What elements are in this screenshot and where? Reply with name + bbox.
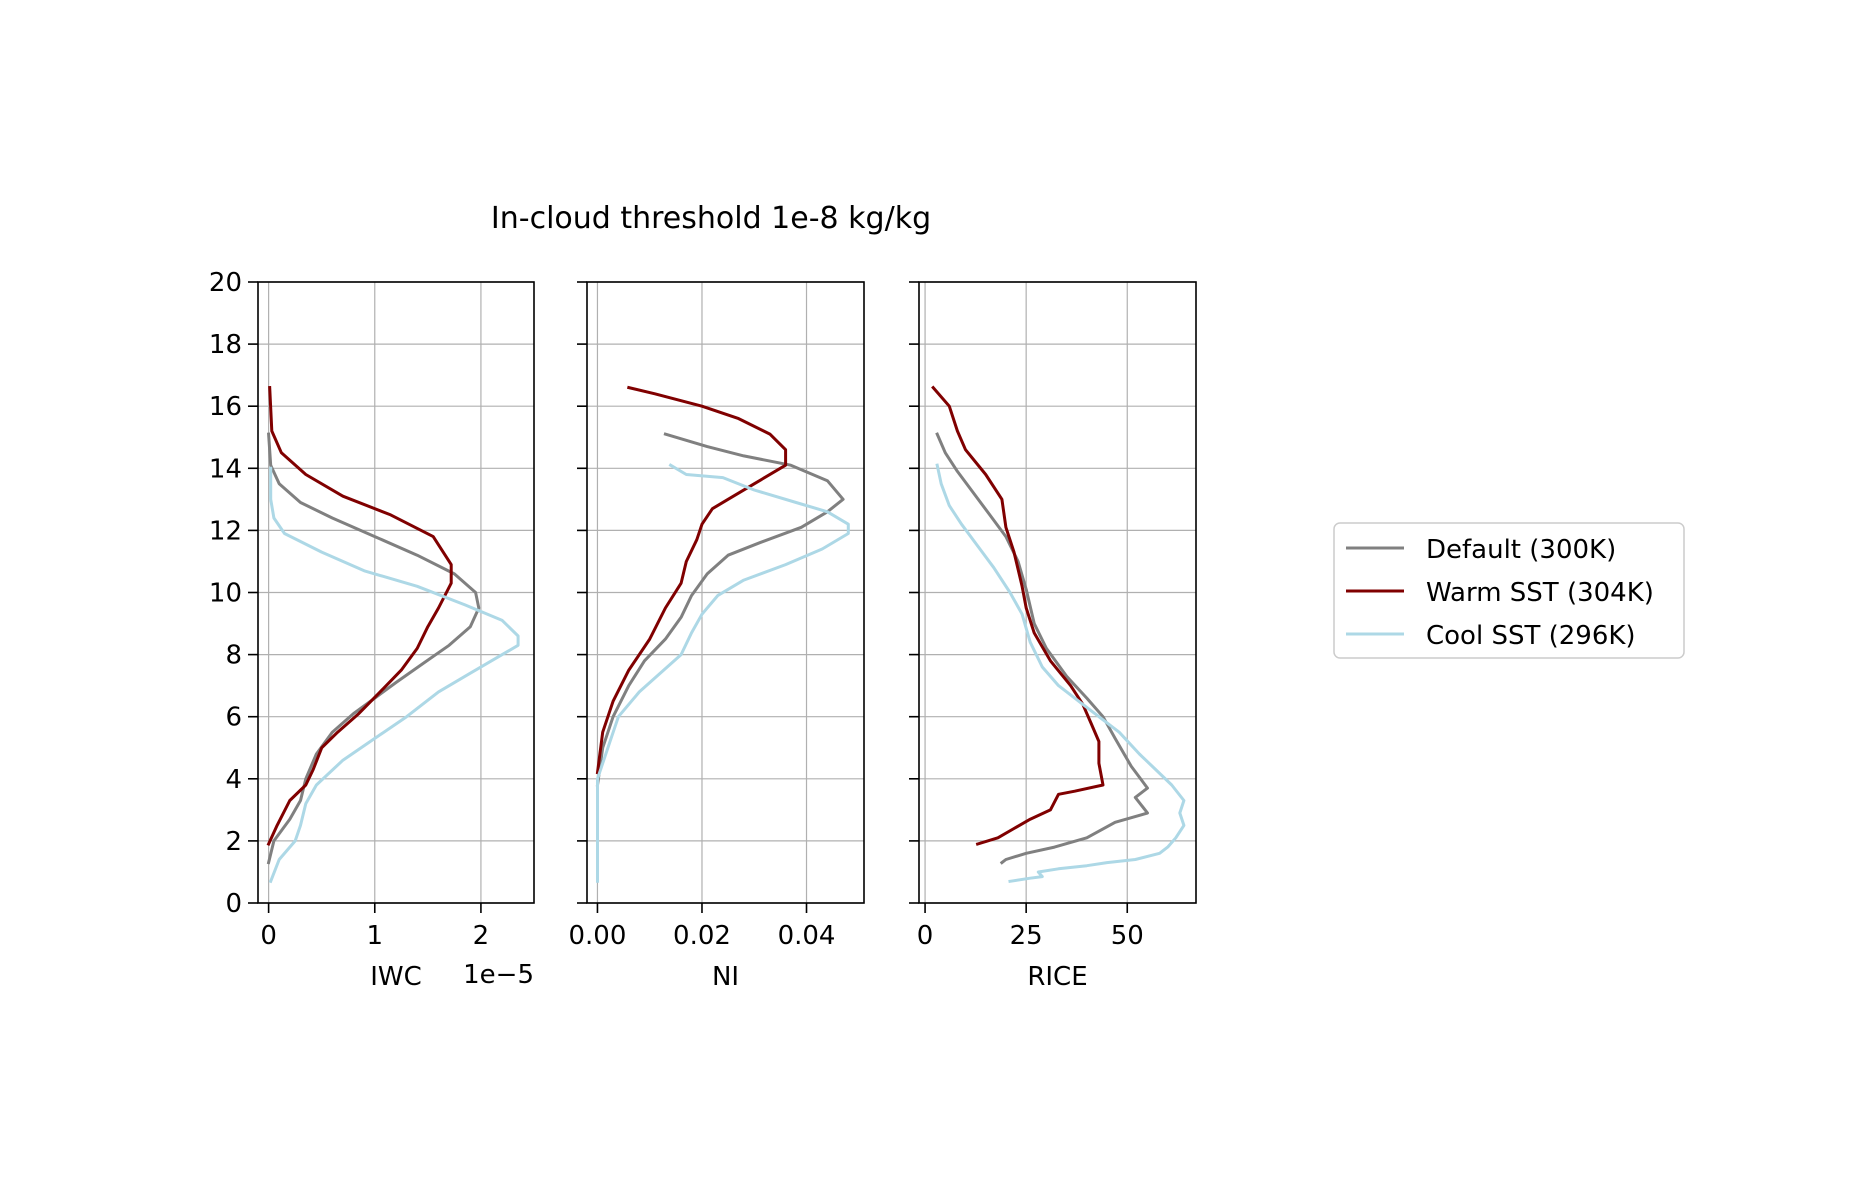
series-line-iwc: [268, 466, 520, 884]
y-tick-label: 0: [225, 889, 242, 919]
subplot-rice: 0 25 50 RICE: [909, 281, 1197, 992]
y-tick-label: 2: [225, 827, 242, 857]
series-line-rice: [935, 463, 1186, 884]
x-axis-offset-text: 1e−5: [463, 960, 534, 990]
legend: Default (300K) Warm SST (304K) Cool SST (2…: [1333, 522, 1685, 659]
x-axis-label: RICE: [1027, 962, 1087, 992]
y-tick-label: 12: [209, 516, 242, 546]
x-tick-label: 0: [917, 921, 934, 951]
series-line-ni: [595, 385, 788, 775]
x-tick-label: 0.04: [778, 921, 836, 951]
x-tick-label: 2: [473, 921, 490, 951]
y-tick-label: 16: [209, 392, 242, 422]
legend-box: [1333, 522, 1685, 659]
legend-label: Default (300K): [1426, 535, 1616, 565]
series-line-ni: [596, 463, 850, 883]
x-axis-label: IWC: [370, 962, 422, 992]
subplot-ni: 0.00 0.02 0.04 NI: [569, 281, 865, 992]
series-line-rice: [931, 385, 1105, 846]
series-line-iwc: [266, 386, 453, 846]
y-tick-label: 10: [209, 579, 242, 609]
figure-title: In-cloud threshold 1e-8 kg/kg: [491, 201, 931, 236]
x-tick-label: 0.00: [569, 921, 627, 951]
series-line-ni: [595, 432, 845, 787]
y-tick-label: 18: [209, 330, 242, 360]
legend-label: Cool SST (296K): [1426, 621, 1636, 651]
y-tick-label: 8: [225, 641, 242, 671]
y-tick-label: 4: [225, 765, 242, 795]
y-tick-label: 6: [225, 703, 242, 733]
x-axis-label: NI: [712, 962, 739, 992]
series-line-rice: [935, 432, 1149, 865]
y-tick-label: 20: [209, 268, 242, 298]
x-tick-label: 0.02: [673, 921, 731, 951]
x-tick-label: 50: [1111, 921, 1144, 951]
x-tick-label: 1: [366, 921, 383, 951]
x-tick-label: 25: [1010, 921, 1043, 951]
legend-label: Warm SST (304K): [1426, 578, 1654, 608]
x-tick-label: 0: [260, 921, 277, 951]
y-tick-label: 14: [209, 454, 242, 484]
